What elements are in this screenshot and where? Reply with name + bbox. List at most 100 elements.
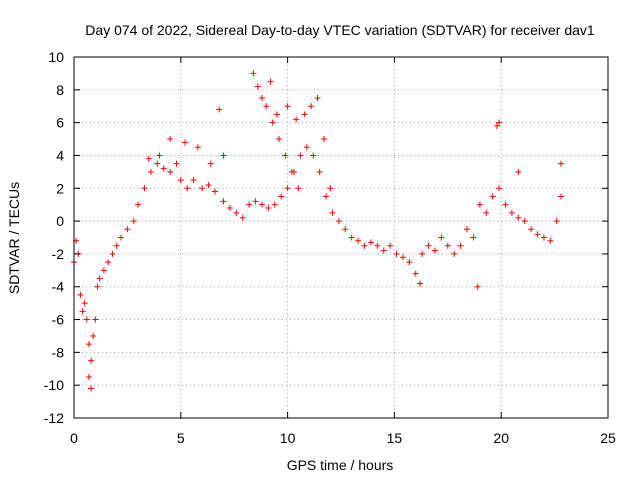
data-point	[173, 160, 180, 167]
data-point	[425, 242, 432, 249]
data-point	[521, 218, 528, 225]
data-point	[207, 160, 214, 167]
x-tick-label: 10	[280, 430, 296, 446]
data-point	[493, 122, 500, 129]
data-point	[431, 247, 438, 254]
data-point	[147, 168, 154, 175]
data-point	[184, 185, 191, 192]
data-point	[90, 332, 97, 339]
data-point	[547, 237, 554, 244]
data-point	[393, 250, 400, 257]
x-tick-label: 15	[387, 430, 403, 446]
data-point	[88, 357, 95, 364]
data-point	[271, 201, 278, 208]
plot-frame	[73, 56, 609, 419]
data-point	[316, 168, 323, 175]
data-point	[496, 119, 503, 126]
data-point	[96, 275, 103, 282]
chart-title: Day 074 of 2022, Sidereal Day-to-day VTE…	[85, 22, 595, 38]
data-point	[216, 106, 223, 113]
data-point	[367, 239, 374, 246]
data-point	[220, 152, 227, 159]
data-point	[77, 291, 84, 298]
data-point	[117, 234, 124, 241]
data-point	[558, 160, 565, 167]
data-point	[374, 242, 381, 249]
data-point	[489, 193, 496, 200]
x-axis-label: GPS time / hours	[287, 457, 394, 473]
y-axis-label: SDTVAR / TECUs	[6, 182, 22, 294]
data-point	[282, 152, 289, 159]
data-point	[444, 242, 451, 249]
data-point	[323, 193, 330, 200]
data-point	[226, 204, 233, 211]
data-point	[476, 201, 483, 208]
data-point	[220, 198, 227, 205]
data-point	[130, 218, 137, 225]
data-point	[190, 177, 197, 184]
data-point	[246, 201, 253, 208]
data-point	[438, 234, 445, 241]
data-point	[470, 234, 477, 241]
data-point	[81, 300, 88, 307]
data-point	[177, 177, 184, 184]
data-point	[273, 111, 280, 118]
data-point	[154, 160, 161, 167]
data-point	[194, 144, 201, 151]
data-point	[329, 209, 336, 216]
data-point	[348, 234, 355, 241]
data-point	[308, 103, 315, 110]
data-point	[284, 103, 291, 110]
data-point	[451, 250, 458, 257]
data-point	[387, 242, 394, 249]
data-point	[109, 250, 116, 257]
data-point	[124, 226, 131, 233]
y-tick-label: 2	[56, 180, 64, 196]
data-point	[113, 242, 120, 249]
data-point	[145, 155, 152, 162]
data-point	[278, 193, 285, 200]
y-tick-label: -8	[52, 344, 65, 360]
data-point	[515, 214, 522, 221]
data-point	[342, 226, 349, 233]
data-point	[558, 193, 565, 200]
data-point	[94, 283, 101, 290]
data-point	[399, 254, 406, 261]
y-tick-label: -6	[52, 312, 65, 328]
y-tick-label: 8	[56, 82, 64, 98]
data-point	[288, 168, 295, 175]
x-tick-label: 5	[177, 430, 185, 446]
data-point	[250, 70, 257, 77]
ticks-layer: 0 5 10 15 20 25 -12 -10 -8 -6 -4 -2 0 2 4 6 8 10	[44, 49, 616, 446]
data-point	[160, 165, 167, 172]
data-point	[474, 283, 481, 290]
data-point	[303, 144, 310, 151]
data-point	[314, 95, 321, 102]
data-point	[258, 95, 265, 102]
points-layer	[71, 70, 565, 392]
data-point	[335, 218, 342, 225]
x-tick-label: 20	[493, 430, 509, 446]
data-point	[199, 185, 206, 192]
data-point	[141, 185, 148, 192]
y-tick-label: 6	[56, 115, 64, 131]
data-point	[515, 168, 522, 175]
data-point	[267, 78, 274, 85]
data-point	[528, 226, 535, 233]
data-point	[258, 201, 265, 208]
data-point	[417, 280, 424, 287]
data-point	[252, 198, 259, 205]
data-point	[327, 185, 334, 192]
data-point	[553, 218, 560, 225]
data-point	[419, 250, 426, 257]
y-tick-label: -4	[52, 279, 65, 295]
data-point	[167, 136, 174, 143]
y-tick-label: -2	[52, 246, 65, 262]
data-point	[88, 385, 95, 392]
data-point	[502, 201, 509, 208]
data-point	[310, 152, 317, 159]
y-tick-label: 4	[56, 147, 64, 163]
data-point	[92, 316, 99, 323]
data-point	[293, 116, 300, 123]
